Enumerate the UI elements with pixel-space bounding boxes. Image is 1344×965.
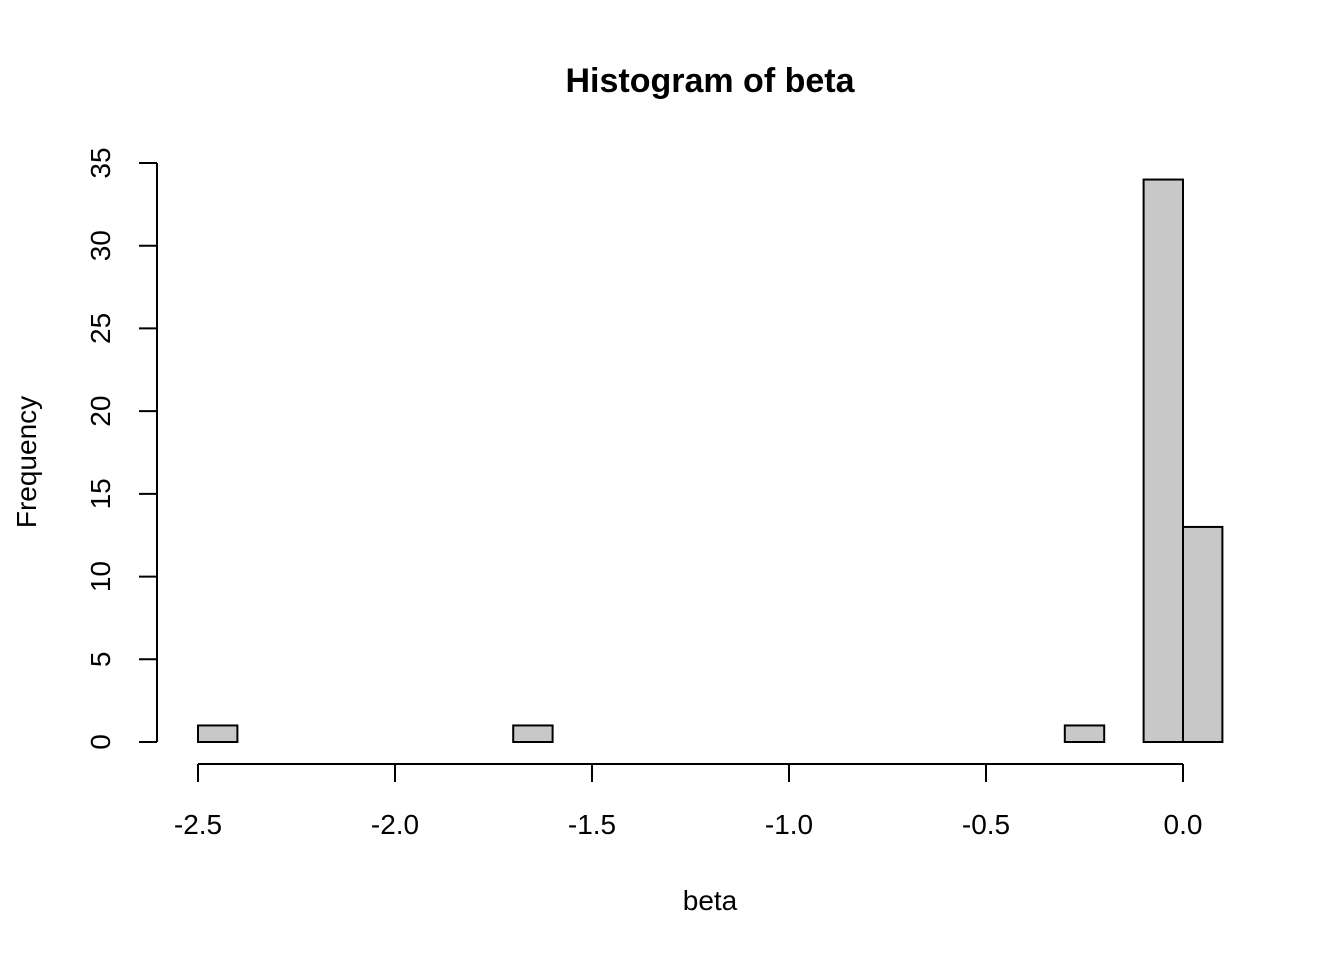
y-tick-label: 25 — [85, 313, 116, 344]
bar — [1063, 724, 1106, 744]
x-tick-label: -1.5 — [568, 809, 616, 840]
y-tick-label: 15 — [85, 478, 116, 509]
x-axis-label: beta — [683, 885, 738, 916]
x-tick-label: -1.0 — [765, 809, 813, 840]
y-axis-label: Frequency — [11, 396, 42, 528]
y-tick-label: 30 — [85, 230, 116, 261]
bar — [1142, 178, 1184, 744]
bar — [512, 724, 554, 744]
bar — [1182, 525, 1224, 744]
y-tick-label: 20 — [85, 396, 116, 427]
x-tick-label: -0.5 — [962, 809, 1010, 840]
y-tick-label: 10 — [85, 561, 116, 592]
x-tick-label: 0.0 — [1164, 809, 1203, 840]
x-tick-label: -2.5 — [174, 809, 222, 840]
y-tick-label: 0 — [85, 734, 116, 750]
y-tick-label: 35 — [85, 147, 116, 178]
y-tick-label: 5 — [85, 651, 116, 667]
bar — [197, 724, 239, 744]
chart-title: Histogram of beta — [565, 62, 855, 100]
x-tick-label: -2.0 — [371, 809, 419, 840]
